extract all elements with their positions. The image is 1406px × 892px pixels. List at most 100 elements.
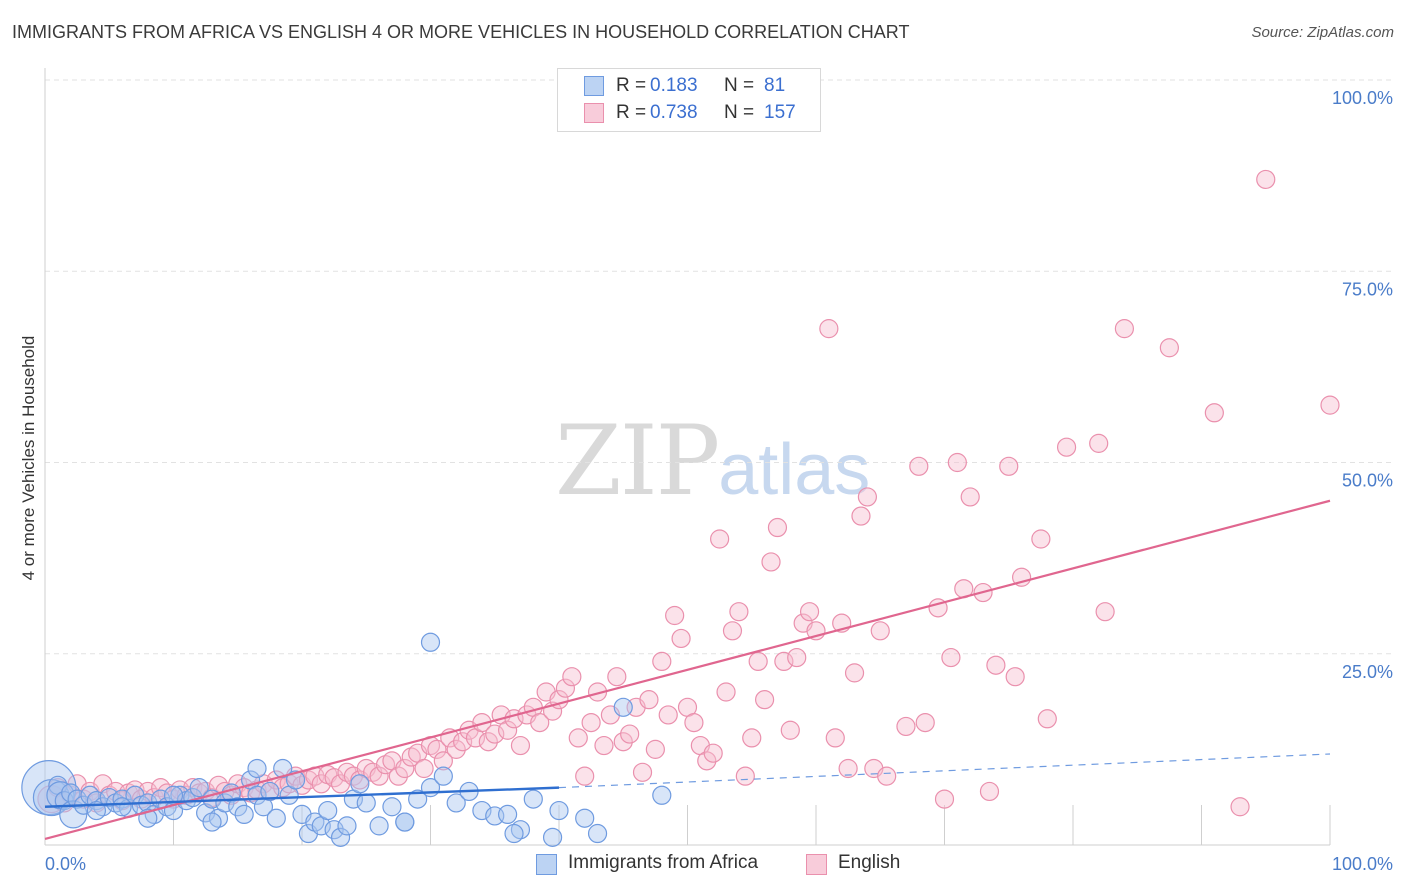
english-point <box>787 647 807 668</box>
r-label: R = <box>616 102 647 123</box>
r-value-english: 0.738 <box>650 102 698 123</box>
n-value-africa: 81 <box>764 75 786 96</box>
english-point <box>453 732 473 752</box>
correlation-legend: R = 0.183 N = 81 R = 0.738 N = 157 <box>557 68 821 132</box>
grid-lines <box>45 79 1395 845</box>
english-point <box>697 751 717 771</box>
english-point <box>530 712 550 733</box>
africa-point <box>350 774 370 794</box>
english-point <box>851 506 871 526</box>
africa-point <box>189 778 209 798</box>
trend-lines <box>44 499 1331 840</box>
english-point <box>1256 169 1276 190</box>
english-point <box>1230 797 1250 817</box>
english-point <box>613 732 633 752</box>
africa-point <box>504 823 524 844</box>
english-point <box>1031 529 1051 549</box>
english-point <box>607 667 627 687</box>
english-point <box>414 758 434 779</box>
english-point <box>395 758 415 779</box>
africa-point <box>337 816 357 836</box>
english-point <box>742 728 762 748</box>
africa-point <box>215 793 235 813</box>
r-value-africa: 0.183 <box>650 75 698 96</box>
tick-labels: 25.0% 50.0% 75.0% 100.0% 0.0% 100.0% <box>45 88 1393 874</box>
english-point <box>575 766 595 786</box>
english-point <box>735 766 755 786</box>
africa-point <box>234 804 254 825</box>
english-point <box>478 732 498 752</box>
english-points <box>37 169 1340 817</box>
english-point <box>498 720 518 740</box>
english-point <box>1095 602 1115 622</box>
english-point <box>632 762 653 782</box>
africa-point <box>420 632 441 652</box>
english-point <box>1320 395 1340 415</box>
africa-point <box>652 785 672 805</box>
english-point <box>485 724 505 744</box>
r-label: R = <box>616 75 647 96</box>
africa-point <box>433 766 453 786</box>
english-point <box>877 766 897 786</box>
africa-point <box>228 797 248 817</box>
english-point <box>388 766 408 786</box>
english-point <box>941 647 961 668</box>
english-point <box>844 663 865 683</box>
watermark-atlas: atlas <box>718 430 871 510</box>
english-point <box>896 716 916 737</box>
english-point <box>665 605 685 626</box>
watermark: ZIPatlas <box>555 405 870 517</box>
y-tick-label: 75.0% <box>1342 279 1393 299</box>
english-point <box>639 690 659 710</box>
africa-point <box>523 789 543 809</box>
english-point <box>562 667 582 687</box>
english-point <box>652 651 672 672</box>
africa-point <box>472 800 492 821</box>
english-legend-swatch <box>806 854 827 875</box>
africa-point <box>266 808 286 828</box>
africa-point <box>408 789 428 809</box>
africa-point <box>575 808 595 828</box>
english-point <box>1089 433 1109 453</box>
english-point <box>716 682 736 702</box>
english-point <box>754 690 775 710</box>
english-point <box>960 487 980 507</box>
y-tick-label: 100.0% <box>1332 88 1393 108</box>
english-point <box>581 712 601 733</box>
africa-point <box>369 816 389 836</box>
africa-trend-extension <box>558 753 1331 789</box>
english-point <box>645 739 665 759</box>
africa-point <box>587 823 608 844</box>
english-point <box>671 628 691 649</box>
english-point <box>684 712 704 733</box>
africa-swatch <box>584 76 604 96</box>
english-point <box>1159 338 1179 358</box>
english-point <box>729 602 749 622</box>
english-point <box>510 735 531 756</box>
english-point <box>446 739 466 759</box>
africa-point <box>549 800 569 821</box>
africa-point <box>202 812 222 832</box>
english-point <box>1114 319 1135 339</box>
english-point <box>934 789 955 809</box>
n-label: N = <box>724 75 755 96</box>
english-point <box>767 517 788 538</box>
english-point <box>568 728 588 748</box>
x-tick-label: 0.0% <box>45 854 86 874</box>
africa-point <box>382 797 402 817</box>
english-point <box>999 456 1019 476</box>
english-point <box>857 487 878 507</box>
english-point <box>369 766 389 786</box>
english-point <box>979 781 1000 802</box>
english-point <box>722 621 743 641</box>
english-legend-label: English <box>838 852 901 873</box>
africa-trend-line <box>44 786 560 808</box>
africa-point <box>273 758 293 779</box>
english-point <box>1005 667 1025 687</box>
english-point <box>1056 437 1077 457</box>
africa-point <box>260 781 280 802</box>
y-tick-label: 50.0% <box>1342 471 1393 491</box>
english-point <box>703 743 723 763</box>
english-point <box>658 705 678 725</box>
